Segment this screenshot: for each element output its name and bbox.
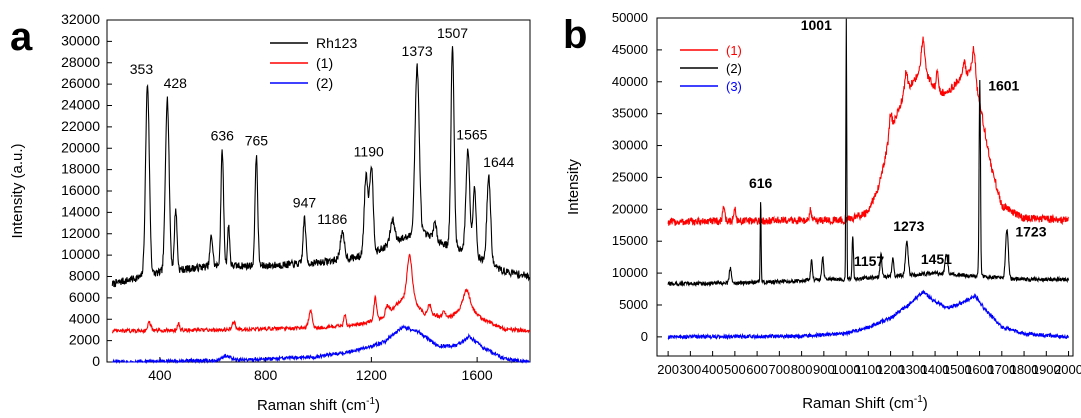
peak-label: 1723 bbox=[1015, 223, 1046, 239]
y-tick-label: 50000 bbox=[612, 10, 648, 25]
x-tick-label: 1500 bbox=[943, 362, 972, 377]
legend-label: (2) bbox=[316, 75, 333, 91]
x-axis-label-close: ) bbox=[923, 395, 928, 412]
series-line-b-1 bbox=[667, 18, 1070, 288]
legend-label: Rh123 bbox=[316, 35, 357, 51]
peak-label: 1001 bbox=[801, 17, 832, 33]
x-axis-label-main: Raman shift (cm bbox=[257, 397, 366, 414]
x-axis-label-sup: -1 bbox=[914, 394, 923, 405]
y-tick-label: 20000 bbox=[61, 139, 100, 155]
series-line-a-0 bbox=[111, 46, 531, 288]
y-tick-label: 12000 bbox=[61, 225, 100, 241]
peak-label: 616 bbox=[749, 175, 773, 191]
x-axis-label-main: Raman Shift (cm bbox=[802, 395, 914, 412]
x-tick-label: 900 bbox=[813, 362, 835, 377]
x-tick-label: 1400 bbox=[921, 362, 950, 377]
x-tick-label: 1100 bbox=[854, 362, 882, 377]
x-tick-label: 300 bbox=[680, 362, 702, 377]
peak-label: 1565 bbox=[456, 126, 487, 142]
peak-label: 1190 bbox=[354, 143, 384, 159]
x-axis-label: Raman shift (cm-1) bbox=[257, 396, 380, 414]
legend-label: (1) bbox=[316, 55, 333, 71]
legend-label: (2) bbox=[726, 61, 742, 76]
peak-label: 765 bbox=[245, 133, 269, 149]
x-tick-label: 400 bbox=[702, 362, 724, 377]
peak-label: 1507 bbox=[437, 25, 468, 41]
y-axis-label: Intensity (a.u.) bbox=[9, 143, 26, 238]
peak-label: 636 bbox=[211, 127, 235, 143]
x-axis-label-close: ) bbox=[375, 397, 380, 414]
peak-label: 1273 bbox=[893, 218, 924, 234]
series-line-b-2 bbox=[667, 289, 1070, 341]
y-tick-label: 32000 bbox=[61, 11, 100, 27]
x-tick-label: 500 bbox=[724, 362, 746, 377]
x-tick-label: 1200 bbox=[876, 362, 905, 377]
series-line-a-1 bbox=[111, 253, 531, 335]
y-tick-label: 8000 bbox=[69, 268, 100, 284]
panel-label: a bbox=[10, 15, 33, 59]
y-tick-label: 16000 bbox=[61, 182, 100, 198]
peak-label: 353 bbox=[130, 61, 154, 77]
peak-label: 1644 bbox=[483, 154, 514, 170]
peak-label: 1157 bbox=[854, 253, 885, 269]
panel-label: b bbox=[563, 13, 587, 57]
y-tick-label: 10000 bbox=[612, 265, 648, 280]
y-tick-label: 35000 bbox=[612, 106, 648, 121]
series-line-a-2 bbox=[112, 324, 530, 365]
x-tick-label: 800 bbox=[791, 362, 813, 377]
y-tick-label: 0 bbox=[641, 329, 648, 344]
y-tick-label: 22000 bbox=[61, 118, 100, 134]
x-tick-label: 600 bbox=[746, 362, 768, 377]
x-tick-label: 200 bbox=[657, 362, 679, 377]
legend-label: (1) bbox=[726, 43, 742, 58]
x-tick-label: 1600 bbox=[965, 362, 994, 377]
y-tick-label: 28000 bbox=[61, 54, 100, 70]
x-tick-label: 400 bbox=[148, 367, 172, 383]
y-tick-label: 26000 bbox=[61, 75, 100, 91]
x-tick-label: 700 bbox=[769, 362, 791, 377]
x-axis-label: Raman Shift (cm-1) bbox=[802, 394, 928, 412]
x-tick-label: 1900 bbox=[1032, 362, 1061, 377]
peak-label: 1451 bbox=[921, 251, 952, 267]
x-axis-label-sup: -1 bbox=[366, 396, 375, 407]
y-tick-label: 5000 bbox=[619, 297, 648, 312]
x-tick-label: 1200 bbox=[356, 367, 387, 383]
x-tick-label: 800 bbox=[254, 367, 278, 383]
peak-label: 1186 bbox=[317, 211, 347, 227]
y-tick-label: 14000 bbox=[61, 203, 100, 219]
x-tick-label: 1000 bbox=[832, 362, 861, 377]
plot-frame-b bbox=[656, 17, 1074, 357]
y-tick-label: 18000 bbox=[61, 161, 100, 177]
series-line-b-0 bbox=[667, 36, 1069, 227]
y-tick-label: 20000 bbox=[612, 201, 648, 216]
legend-label: (3) bbox=[726, 79, 742, 94]
peak-label: 1373 bbox=[402, 43, 433, 59]
y-tick-label: 25000 bbox=[612, 169, 648, 184]
x-tick-label: 2000 bbox=[1054, 362, 1081, 377]
y-axis-label: Intensity bbox=[565, 159, 582, 215]
y-tick-label: 30000 bbox=[612, 138, 648, 153]
x-tick-label: 1600 bbox=[462, 367, 493, 383]
y-tick-label: 6000 bbox=[69, 289, 100, 305]
peak-label: 947 bbox=[293, 195, 317, 211]
y-tick-label: 40000 bbox=[612, 74, 648, 89]
peak-label: 1601 bbox=[988, 78, 1019, 94]
x-tick-label: 1800 bbox=[1010, 362, 1039, 377]
x-tick-label: 1700 bbox=[987, 362, 1016, 377]
y-tick-label: 24000 bbox=[61, 97, 100, 113]
peak-label: 428 bbox=[164, 75, 188, 91]
y-tick-label: 30000 bbox=[61, 32, 100, 48]
y-tick-label: 15000 bbox=[612, 233, 648, 248]
y-tick-label: 10000 bbox=[61, 246, 100, 262]
y-tick-label: 0 bbox=[92, 353, 100, 369]
x-tick-label: 1300 bbox=[898, 362, 927, 377]
y-tick-label: 4000 bbox=[69, 310, 100, 326]
y-tick-label: 45000 bbox=[612, 42, 648, 57]
y-tick-label: 2000 bbox=[69, 332, 100, 348]
